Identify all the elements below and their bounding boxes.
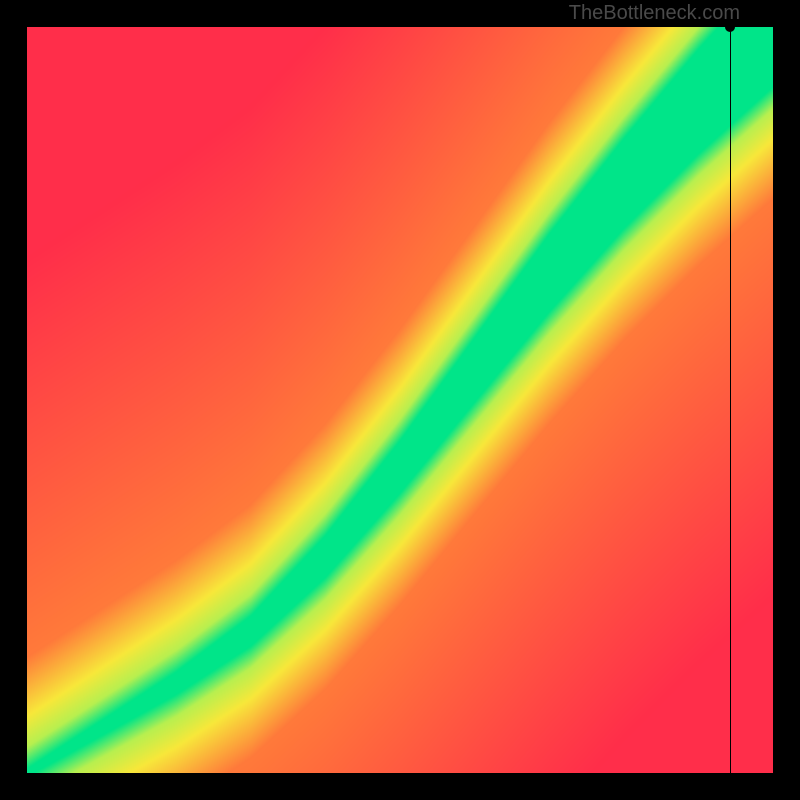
watermark-text: TheBottleneck.com (569, 2, 740, 25)
marker-vertical-line (730, 27, 731, 773)
heatmap-plot (27, 27, 773, 773)
heatmap-canvas (27, 27, 773, 773)
